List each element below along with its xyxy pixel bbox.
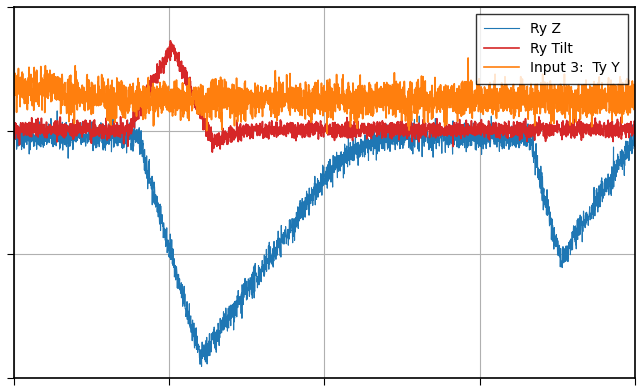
Input 3:  Ty Y: (0.504, -0.243): Ty Y: (0.504, -0.243) bbox=[323, 131, 331, 136]
Ry Tilt bbox=[275, 127, 283, 132]
Input 3:  Ty Y: (0.873, 0.152): Ty Y: (0.873, 0.152) bbox=[553, 107, 560, 111]
Ry Z bbox=[275, 238, 283, 242]
Ry Z bbox=[10, 131, 18, 136]
Ry Tilt bbox=[167, 38, 175, 43]
Legend: Ry Z, Ry Tilt, Input 3:  Ty Y: Ry Z, Ry Tilt, Input 3: Ty Y bbox=[476, 14, 628, 83]
Input 3:  Ty Y: (0.427, 0.664): Ty Y: (0.427, 0.664) bbox=[275, 75, 283, 80]
Ry Tilt bbox=[620, 127, 627, 132]
Input 3:  Ty Y: (1, 0.335): Ty Y: (1, 0.335) bbox=[631, 95, 639, 100]
Line: Input 3:  Ty Y: Input 3: Ty Y bbox=[14, 58, 635, 133]
Ry Z bbox=[118, 131, 126, 135]
Ry Z bbox=[81, 138, 89, 142]
Ry Z bbox=[248, 285, 256, 290]
Ry Z bbox=[620, 151, 627, 155]
Input 3:  Ty Y: (0.173, 0.1): Ty Y: (0.173, 0.1) bbox=[117, 110, 125, 114]
Ry Tilt bbox=[117, 130, 125, 134]
Ry Tilt bbox=[248, 125, 256, 130]
Ry Tilt bbox=[631, 134, 639, 138]
Input 3:  Ty Y: (0.981, 0.447): Ty Y: (0.981, 0.447) bbox=[620, 88, 627, 93]
Ry Z bbox=[553, 232, 560, 237]
Line: Ry Z: Ry Z bbox=[14, 111, 635, 367]
Input 3:  Ty Y: (0.383, 0.273): Ty Y: (0.383, 0.273) bbox=[248, 99, 256, 104]
Ry Tilt bbox=[553, 125, 560, 130]
Line: Ry Tilt: Ry Tilt bbox=[14, 41, 635, 152]
Input 3:  Ty Y: (0.114, 0.424): Ty Y: (0.114, 0.424) bbox=[81, 90, 89, 94]
Ry Tilt bbox=[209, 150, 216, 154]
Ry Tilt bbox=[10, 122, 18, 127]
Ry Z bbox=[53, 109, 61, 113]
Input 3:  Ty Y: (0, 0.469): Ty Y: (0, 0.469) bbox=[10, 87, 18, 92]
Ry Tilt bbox=[81, 120, 89, 125]
Ry Z bbox=[198, 364, 205, 369]
Input 3:  Ty Y: (0.731, 0.975): Ty Y: (0.731, 0.975) bbox=[464, 56, 472, 60]
Ry Z bbox=[631, 136, 639, 141]
